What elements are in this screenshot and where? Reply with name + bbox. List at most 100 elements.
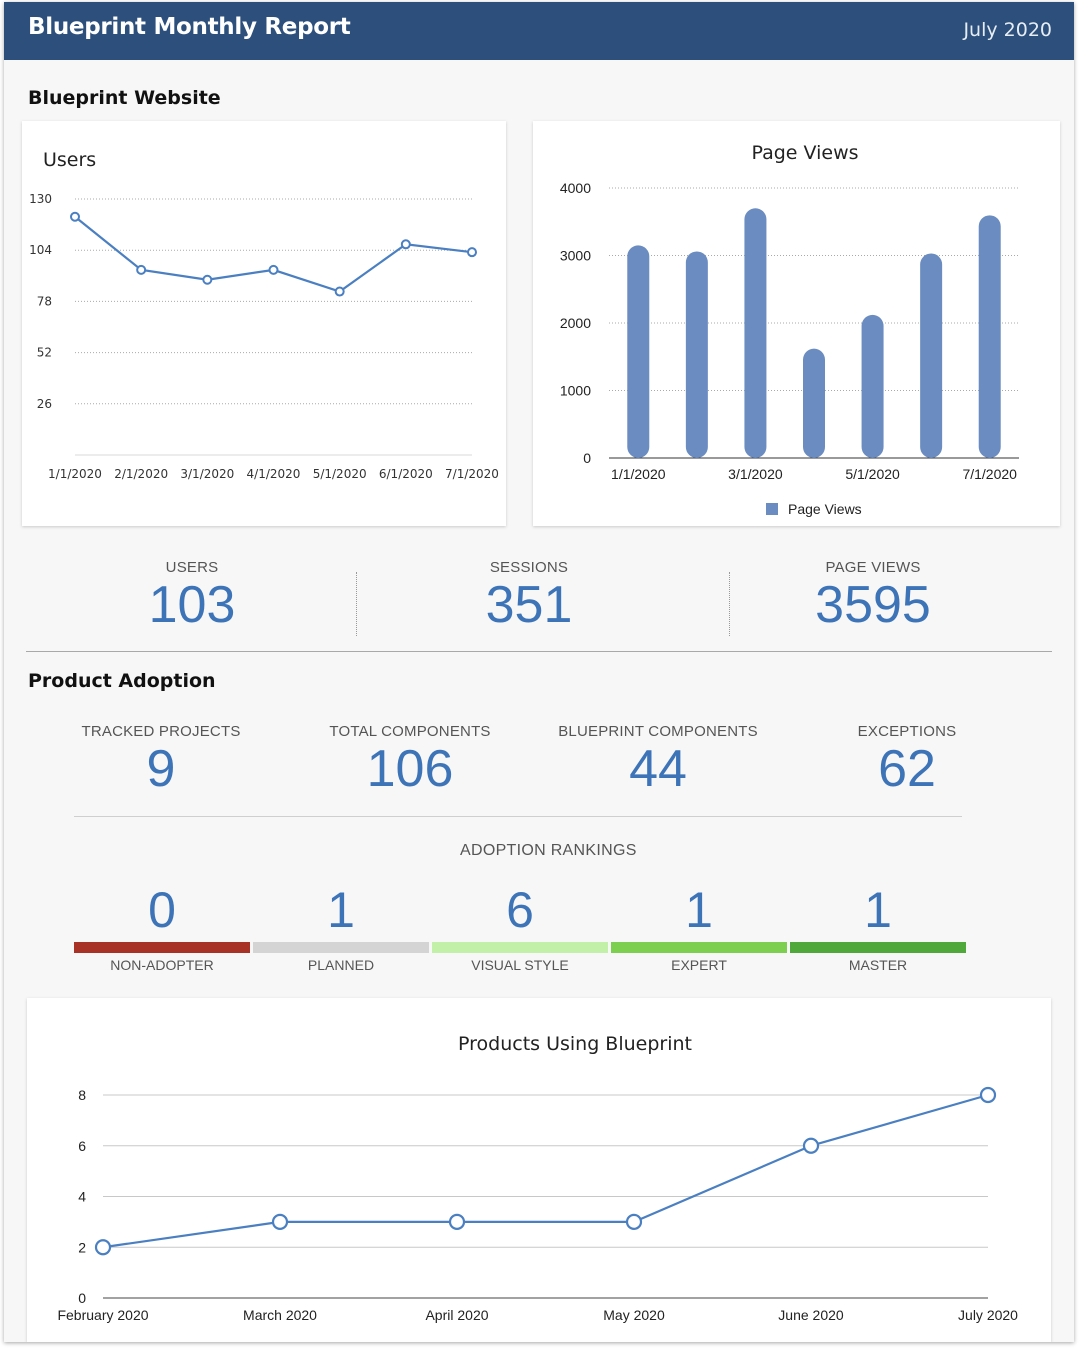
products-y-tick: 0 xyxy=(78,1290,86,1306)
stat-tracked-projects: TRACKED PROJECTS 9 xyxy=(61,723,261,796)
stat-label: TOTAL COMPONENTS xyxy=(329,723,491,740)
users-point xyxy=(400,239,411,250)
pageviews-chart: Page Views 0 1000 2000 3000 4000 1/1/2020 3/1/2… xyxy=(560,142,1019,517)
stat-value: 9 xyxy=(146,740,176,798)
products-y-tick: 2 xyxy=(78,1239,86,1255)
ranking-label: VISUAL STYLE xyxy=(471,957,569,973)
stat-exceptions: EXCEPTIONS 62 xyxy=(807,723,1007,796)
stat-label: PAGE VIEWS xyxy=(825,559,921,576)
products-x-tick: February 2020 xyxy=(57,1307,148,1323)
ranking-label: PLANNED xyxy=(307,957,375,973)
users-point xyxy=(334,286,345,297)
users-x-tick: 1/1/2020 xyxy=(48,467,102,481)
section-title-adoption: Product Adoption xyxy=(28,670,216,692)
products-x-tick: June 2020 xyxy=(778,1307,844,1323)
ranking-bar xyxy=(432,942,608,953)
ranking-bar xyxy=(253,942,429,953)
users-chart-title: Users xyxy=(43,149,96,171)
users-y-tick: 104 xyxy=(29,243,52,257)
users-point xyxy=(70,211,80,222)
users-x-tick: 4/1/2020 xyxy=(247,467,301,481)
products-x-tick: April 2020 xyxy=(425,1307,488,1323)
stat-users: USERS 103 xyxy=(92,559,292,632)
stat-total-components: TOTAL COMPONENTS 106 xyxy=(300,723,520,796)
pageviews-legend-swatch xyxy=(766,503,778,515)
pageviews-y-tick: 1000 xyxy=(560,383,591,399)
users-chart-card: Users 26 52 78 104 130 1/1/2020 2/1/2020 3/1/202… xyxy=(22,121,506,526)
report-header: Blueprint Monthly Report July 2020 xyxy=(4,2,1074,60)
ranking-value: 1 xyxy=(864,882,892,938)
users-y-tick: 130 xyxy=(29,192,52,206)
stat-label: SESSIONS xyxy=(489,559,569,576)
stat-divider xyxy=(729,572,730,636)
adoption-rankings-title: ADOPTION RANKINGS xyxy=(460,842,637,859)
users-x-tick: 7/1/2020 xyxy=(445,467,499,481)
users-series-line xyxy=(74,215,473,293)
adoption-divider xyxy=(74,816,962,817)
pageviews-y-tick: 0 xyxy=(583,450,591,466)
stat-value: 106 xyxy=(366,740,454,798)
users-point xyxy=(136,264,147,275)
section-divider xyxy=(26,651,1052,652)
products-point xyxy=(448,1213,466,1230)
ranking-master: 1 MASTER xyxy=(790,885,966,973)
products-chart: Products Using Blueprint 0 2 4 6 8 February 20… xyxy=(57,1033,1018,1323)
products-y-tick: 4 xyxy=(78,1189,86,1205)
pageviews-x-tick: 1/1/2020 xyxy=(611,466,666,482)
pageviews-x-tick: 5/1/2020 xyxy=(845,466,900,482)
stat-value: 62 xyxy=(878,740,936,798)
stat-label: USERS xyxy=(165,559,219,576)
report-date: July 2020 xyxy=(963,19,1052,41)
stat-label: EXCEPTIONS xyxy=(857,723,957,740)
pageviews-bar xyxy=(803,348,825,458)
pageviews-x-tick: 3/1/2020 xyxy=(728,466,783,482)
section-title-website: Blueprint Website xyxy=(28,87,221,109)
products-point xyxy=(271,1213,289,1230)
stat-value: 351 xyxy=(485,576,573,634)
stat-label: BLUEPRINT COMPONENTS xyxy=(558,723,758,740)
pageviews-chart-title: Page Views xyxy=(751,142,858,164)
stat-sessions: SESSIONS 351 xyxy=(429,559,629,632)
pageviews-chart-card: Page Views 0 1000 2000 3000 4000 1/1/2020 3/1/2… xyxy=(533,121,1060,526)
stat-label: TRACKED PROJECTS xyxy=(81,723,241,740)
products-series-line xyxy=(102,1093,989,1249)
ranking-value: 1 xyxy=(685,882,713,938)
pageviews-bar xyxy=(685,251,708,458)
users-y-tick: 52 xyxy=(37,346,52,360)
ranking-label: NON-ADOPTER xyxy=(110,957,214,973)
users-x-tick: 2/1/2020 xyxy=(114,467,168,481)
pageviews-bar xyxy=(861,314,884,458)
ranking-label: EXPERT xyxy=(671,957,727,973)
products-y-tick: 8 xyxy=(78,1087,86,1103)
users-x-tick: 6/1/2020 xyxy=(379,467,433,481)
ranking-value: 6 xyxy=(506,882,534,938)
report-frame: Blueprint Monthly Report July 2020 Bluep… xyxy=(4,2,1074,1342)
ranking-expert: 1 EXPERT xyxy=(611,885,787,973)
users-point xyxy=(268,264,279,275)
products-x-tick: March 2020 xyxy=(243,1307,317,1323)
ranking-bar xyxy=(790,942,966,953)
ranking-value: 0 xyxy=(148,882,176,938)
stat-blueprint-components: BLUEPRINT COMPONENTS 44 xyxy=(543,723,773,796)
pageviews-bar xyxy=(920,253,943,458)
products-point xyxy=(625,1213,643,1230)
pageviews-y-tick: 2000 xyxy=(560,315,591,331)
products-y-tick: 6 xyxy=(78,1138,86,1154)
pageviews-y-tick: 4000 xyxy=(560,180,591,196)
products-point xyxy=(94,1239,112,1256)
users-x-tick: 5/1/2020 xyxy=(313,467,367,481)
products-x-tick: July 2020 xyxy=(958,1307,1018,1323)
ranking-bar xyxy=(74,942,250,953)
pageviews-x-tick: 7/1/2020 xyxy=(962,466,1017,482)
stat-divider xyxy=(356,572,357,636)
users-x-tick: 3/1/2020 xyxy=(180,467,234,481)
users-y-tick: 26 xyxy=(37,397,52,411)
ranking-label: MASTER xyxy=(848,957,908,973)
pageviews-legend-label: Page Views xyxy=(788,501,862,517)
pageviews-bar xyxy=(627,245,650,458)
users-chart: Users 26 52 78 104 130 1/1/2020 2/1/2020 3/1/202… xyxy=(29,149,499,481)
users-point xyxy=(467,247,477,258)
pageviews-y-tick: 3000 xyxy=(560,248,591,264)
stat-value: 103 xyxy=(148,576,236,634)
users-point xyxy=(202,274,213,285)
